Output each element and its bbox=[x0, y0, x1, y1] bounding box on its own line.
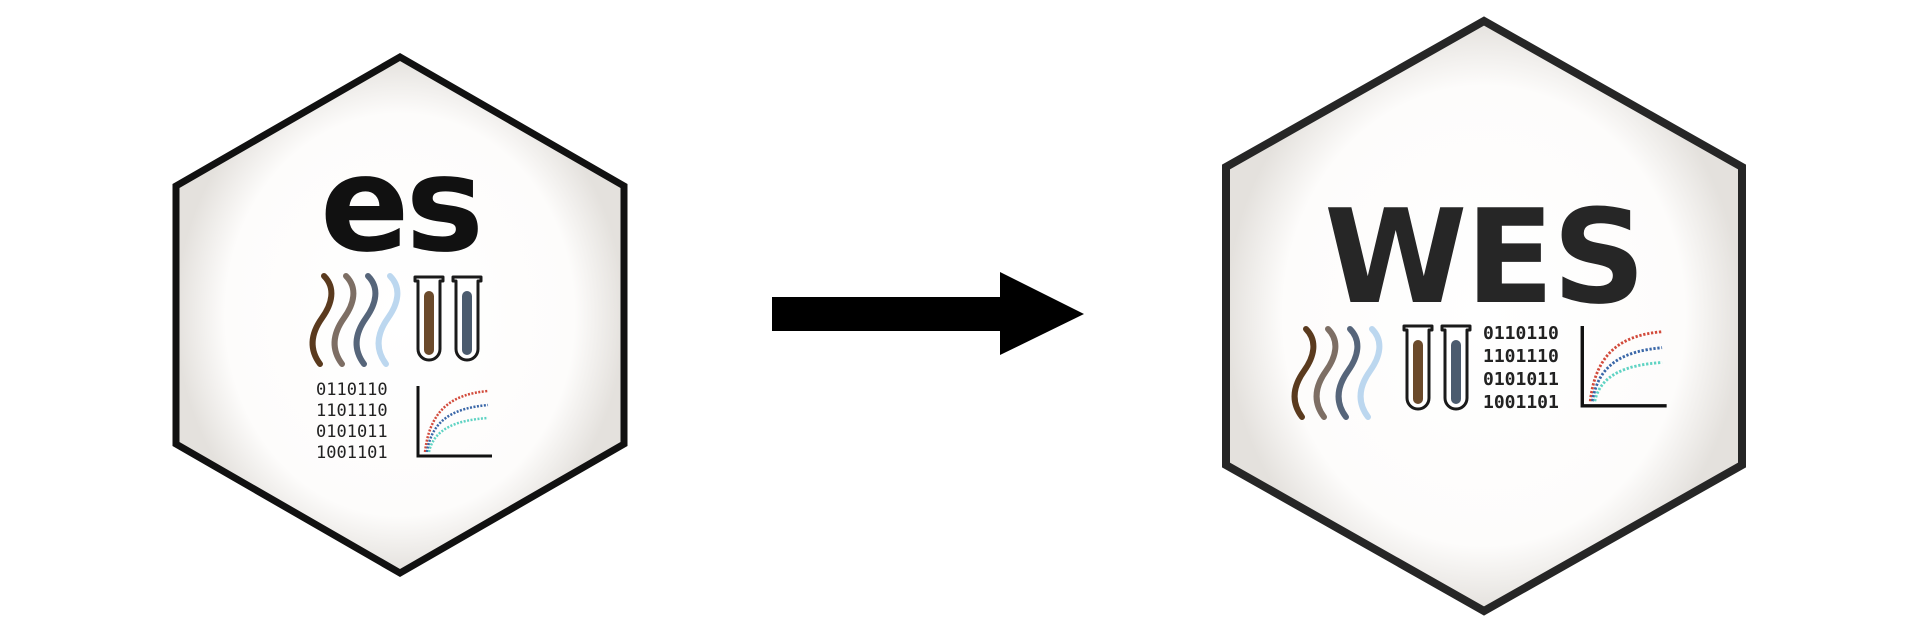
left-logo-title: es bbox=[320, 128, 480, 282]
right-arrow-icon bbox=[772, 272, 1084, 355]
binary-line: 1101110 bbox=[316, 401, 388, 421]
left-hex-logo: es 0110110 1101110 0101011 1001101 bbox=[172, 52, 628, 578]
right-logo-title: WES bbox=[1324, 181, 1644, 333]
binary-line: 1101110 bbox=[1483, 346, 1559, 367]
binary-line: 0101011 bbox=[1483, 369, 1559, 390]
right-binary-block: 0110110 1101110 0101011 1001101 bbox=[1483, 323, 1559, 413]
binary-line: 0101011 bbox=[316, 422, 388, 442]
binary-line: 0110110 bbox=[1483, 323, 1559, 344]
left-binary-block: 0110110 1101110 0101011 1001101 bbox=[316, 380, 388, 463]
right-hex-background bbox=[1222, 16, 1746, 616]
binary-line: 1001101 bbox=[1483, 392, 1559, 413]
binary-line: 1001101 bbox=[316, 443, 388, 463]
binary-line: 0110110 bbox=[316, 380, 388, 400]
left-hex-background bbox=[172, 52, 628, 578]
right-hex-logo: WES 0110110 1101110 0101011 1001101 bbox=[1222, 16, 1746, 616]
